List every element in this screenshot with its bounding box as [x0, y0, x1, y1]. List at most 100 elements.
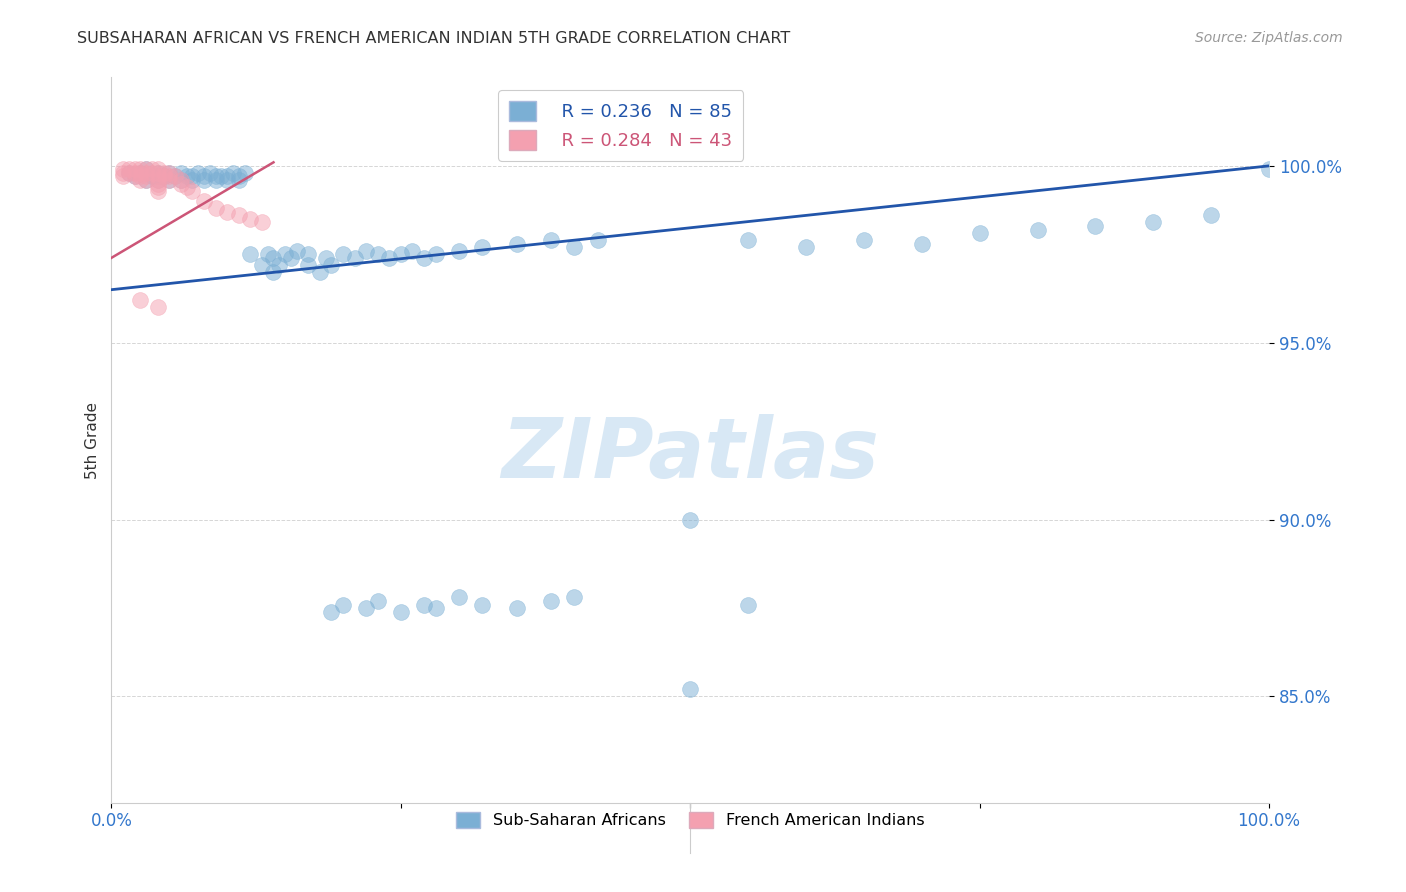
- Point: [505, 601, 527, 615]
- Point: [176, 169, 198, 184]
- Point: [586, 233, 609, 247]
- Point: [447, 244, 470, 258]
- Point: [146, 169, 169, 184]
- Point: [256, 247, 278, 261]
- Point: [239, 247, 262, 261]
- Point: [187, 166, 209, 180]
- Point: [315, 251, 337, 265]
- Point: [250, 215, 273, 229]
- Point: [157, 169, 180, 184]
- Point: [181, 173, 204, 187]
- Point: [239, 211, 262, 226]
- Point: [170, 173, 193, 187]
- Point: [181, 184, 204, 198]
- Point: [146, 184, 169, 198]
- Point: [737, 598, 759, 612]
- Point: [141, 169, 163, 184]
- Point: [135, 162, 157, 177]
- Point: [413, 251, 436, 265]
- Point: [146, 301, 169, 315]
- Point: [135, 173, 157, 187]
- Point: [222, 166, 245, 180]
- Point: [321, 605, 343, 619]
- Point: [146, 180, 169, 194]
- Point: [297, 258, 319, 272]
- Point: [250, 258, 273, 272]
- Point: [354, 244, 377, 258]
- Point: [129, 293, 152, 308]
- Point: [505, 236, 527, 251]
- Point: [852, 233, 875, 247]
- Point: [111, 162, 134, 177]
- Point: [170, 166, 193, 180]
- Point: [564, 240, 586, 254]
- Point: [157, 173, 180, 187]
- Y-axis label: 5th Grade: 5th Grade: [86, 401, 100, 478]
- Point: [1142, 215, 1164, 229]
- Point: [413, 598, 436, 612]
- Point: [157, 166, 180, 180]
- Point: [157, 173, 180, 187]
- Point: [233, 166, 256, 180]
- Point: [124, 169, 146, 184]
- Point: [285, 244, 308, 258]
- Point: [217, 173, 239, 187]
- Point: [111, 166, 134, 180]
- Point: [157, 166, 180, 180]
- Point: [170, 177, 193, 191]
- Point: [152, 169, 174, 184]
- Point: [118, 162, 141, 177]
- Point: [969, 226, 991, 240]
- Point: [170, 173, 193, 187]
- Point: [263, 251, 285, 265]
- Point: [111, 169, 134, 184]
- Point: [228, 169, 250, 184]
- Point: [389, 605, 412, 619]
- Point: [332, 598, 354, 612]
- Point: [129, 166, 152, 180]
- Point: [124, 166, 146, 180]
- Point: [135, 173, 157, 187]
- Point: [354, 601, 377, 615]
- Point: [228, 208, 250, 222]
- Point: [209, 169, 232, 184]
- Point: [308, 265, 330, 279]
- Point: [679, 513, 702, 527]
- Point: [794, 240, 817, 254]
- Point: [204, 169, 226, 184]
- Point: [181, 169, 204, 184]
- Point: [146, 169, 169, 184]
- Point: [146, 177, 169, 191]
- Point: [425, 601, 447, 615]
- Point: [118, 166, 141, 180]
- Text: SUBSAHARAN AFRICAN VS FRENCH AMERICAN INDIAN 5TH GRADE CORRELATION CHART: SUBSAHARAN AFRICAN VS FRENCH AMERICAN IN…: [77, 31, 790, 46]
- Point: [193, 173, 215, 187]
- Point: [146, 162, 169, 177]
- Point: [737, 233, 759, 247]
- Point: [129, 173, 152, 187]
- Point: [378, 251, 401, 265]
- Point: [141, 166, 163, 180]
- Point: [129, 169, 152, 184]
- Point: [269, 258, 291, 272]
- Point: [135, 169, 157, 184]
- Point: [193, 169, 215, 184]
- Point: [425, 247, 447, 261]
- Point: [176, 180, 198, 194]
- Point: [540, 233, 562, 247]
- Point: [124, 162, 146, 177]
- Point: [118, 166, 141, 180]
- Point: [228, 173, 250, 187]
- Point: [401, 244, 423, 258]
- Point: [141, 162, 163, 177]
- Point: [332, 247, 354, 261]
- Point: [129, 162, 152, 177]
- Point: [204, 173, 226, 187]
- Point: [204, 202, 226, 216]
- Point: [447, 591, 470, 605]
- Point: [129, 166, 152, 180]
- Point: [389, 247, 412, 261]
- Point: [1026, 222, 1049, 236]
- Text: ZIPatlas: ZIPatlas: [502, 414, 879, 495]
- Point: [198, 166, 221, 180]
